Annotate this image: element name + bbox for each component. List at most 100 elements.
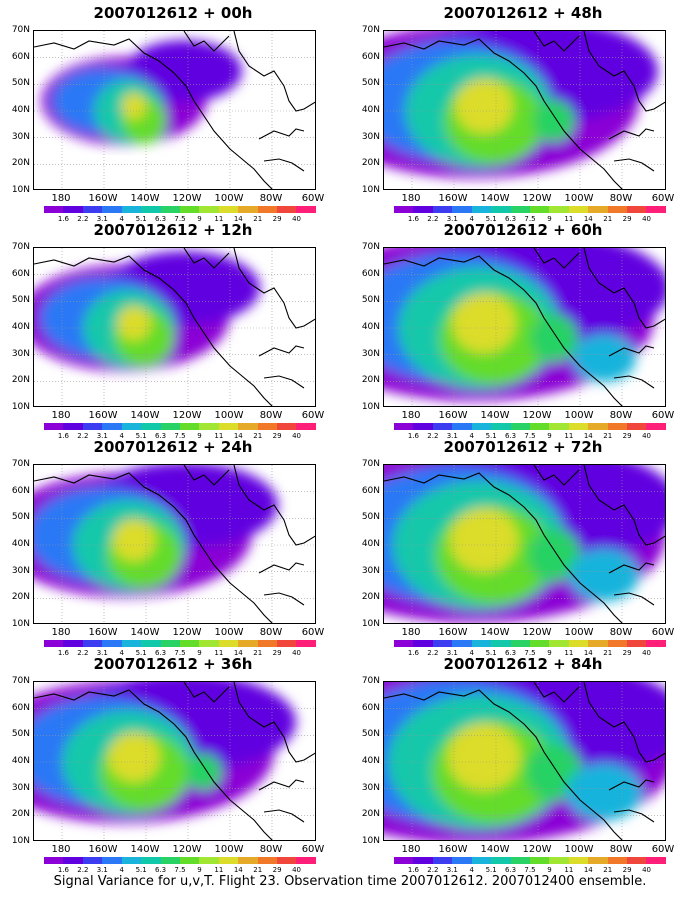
colorbar-swatch xyxy=(588,423,608,430)
lon-label: 160W xyxy=(438,844,468,855)
colorbar-swatch xyxy=(121,640,142,647)
lat-label: 20N xyxy=(11,809,30,820)
lon-label: 120W xyxy=(522,410,552,421)
colorbar-swatch xyxy=(452,857,472,864)
lon-label: 140W xyxy=(480,627,510,638)
colorbar-swatch xyxy=(529,423,550,430)
colorbar-label: 1.6 xyxy=(407,866,419,874)
colorbar-label: 9 xyxy=(197,649,202,657)
lon-label: 120W xyxy=(522,627,552,638)
colorbar-label: 4 xyxy=(469,649,474,657)
colorbar-label: 5.1 xyxy=(485,432,497,440)
lat-label: 40N xyxy=(361,756,380,766)
variance-blob xyxy=(452,293,516,353)
coastline xyxy=(34,31,315,189)
lat-label: 10N xyxy=(11,836,30,846)
colorbar-swatch xyxy=(491,423,511,430)
colorbar-label: 6.3 xyxy=(154,432,167,440)
colorbar-label: 40 xyxy=(642,432,652,440)
colorbar-label: 14 xyxy=(233,649,243,657)
lon-label: 100W xyxy=(564,627,594,638)
colorbar-swatch xyxy=(452,206,472,213)
colorbar-swatch xyxy=(238,206,258,213)
lat-label: 40N xyxy=(361,539,380,549)
colorbar-label: 5.1 xyxy=(135,649,147,657)
lat-label: 70N xyxy=(361,676,380,686)
colorbar-label: 40 xyxy=(292,649,302,657)
lat-label: 30N xyxy=(361,131,380,142)
colorbar-swatch xyxy=(121,206,142,213)
colorbar-label: 40 xyxy=(642,215,652,223)
colorbar-swatch xyxy=(238,423,258,430)
map-panel: 2007012612 + 12h 70N 60N 50N 40N 30N 20N 10N 180… xyxy=(0,221,340,443)
lon-label: 120W xyxy=(172,410,202,421)
colorbar-label: 9 xyxy=(547,215,552,223)
lat-label: 10N xyxy=(361,185,380,195)
variance-blob xyxy=(566,763,642,821)
variance-blob xyxy=(447,723,521,791)
colorbar-swatch xyxy=(510,640,530,647)
lat-label: 30N xyxy=(361,565,380,576)
colorbar-swatch xyxy=(63,640,83,647)
variance-blob xyxy=(117,305,151,341)
colorbar-label: 3.1 xyxy=(96,649,108,657)
colorbar-swatch xyxy=(82,640,103,647)
colorbar-swatch xyxy=(296,857,316,864)
colorbar xyxy=(394,206,666,213)
lat-label: 20N xyxy=(361,375,380,386)
colorbar-labels: 1.6 2.2 3.1 4 5.1 6.3 7.5 9 11 14 21 29 40 xyxy=(44,215,316,225)
lon-label: 180 xyxy=(51,844,71,855)
colorbar-swatch xyxy=(627,857,647,864)
colorbar-swatch xyxy=(394,423,414,430)
lon-label: 120W xyxy=(172,627,202,638)
panel-title: 2007012612 + 24h xyxy=(93,438,253,456)
lon-label: 180 xyxy=(401,410,421,421)
lon-label: 140W xyxy=(130,410,160,421)
colorbar-swatch xyxy=(432,640,453,647)
lat-label: 60N xyxy=(361,485,380,496)
lat-label: 10N xyxy=(361,402,380,412)
colorbar-label: 40 xyxy=(292,866,302,874)
map-panel: 2007012612 + 72h 70N 60N 50N 40N 30N 20N 10N 180… xyxy=(350,438,690,660)
coastline xyxy=(384,248,665,406)
colorbar-swatch xyxy=(394,640,414,647)
lat-label: 40N xyxy=(361,322,380,332)
lat-label: 70N xyxy=(361,25,380,35)
colorbar-label: 14 xyxy=(583,649,593,657)
lon-label: 80W xyxy=(609,193,633,204)
lon-label: 180 xyxy=(51,193,71,204)
colorbar-label: 1.6 xyxy=(407,432,419,440)
panel-title: 2007012612 + 48h xyxy=(443,4,603,22)
lat-label: 10N xyxy=(11,402,30,412)
colorbar-swatch xyxy=(277,206,297,213)
colorbar-label: 4 xyxy=(469,215,474,223)
colorbar-label: 3.1 xyxy=(96,215,108,223)
lat-label: 20N xyxy=(11,375,30,386)
colorbar-swatch xyxy=(510,206,530,213)
lat-label: 40N xyxy=(361,105,380,115)
map-area xyxy=(383,464,666,624)
colorbar-swatch xyxy=(432,423,453,430)
lon-label: 160W xyxy=(88,410,118,421)
variance-field xyxy=(384,31,665,189)
panel-title: 2007012612 + 72h xyxy=(443,438,603,456)
colorbar-swatch xyxy=(82,206,103,213)
colorbar-label: 3.1 xyxy=(96,432,108,440)
colorbar-swatch xyxy=(82,857,103,864)
lon-label: 160W xyxy=(88,844,118,855)
colorbar-swatch xyxy=(646,640,666,647)
colorbar-label: 2.2 xyxy=(77,866,89,874)
lat-label: 50N xyxy=(11,729,30,740)
colorbar-label: 14 xyxy=(233,215,243,223)
colorbar-label: 29 xyxy=(272,866,282,874)
lon-label: 160W xyxy=(438,193,468,204)
colorbar-label: 3.1 xyxy=(446,215,458,223)
colorbar-swatch xyxy=(568,423,589,430)
colorbar xyxy=(44,423,316,430)
coastline xyxy=(384,682,665,840)
colorbar-swatch xyxy=(296,423,316,430)
colorbar-label: 29 xyxy=(272,432,282,440)
lat-label: 40N xyxy=(11,105,30,115)
lon-label: 80W xyxy=(259,410,283,421)
lat-label: 40N xyxy=(11,539,30,549)
